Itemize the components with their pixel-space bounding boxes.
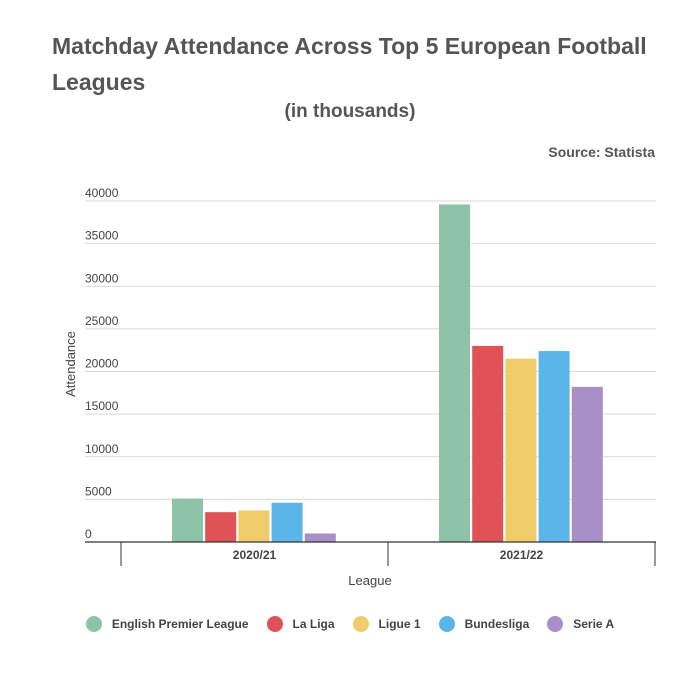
bar-serie-a-0 (304, 533, 336, 542)
chart-subtitle: (in thousands) (284, 101, 416, 122)
x-tick-label: 2021/22 (500, 548, 544, 562)
legend-swatch (85, 616, 102, 632)
bar-bundesliga-1 (538, 351, 570, 542)
y-tick-label: 20000 (85, 357, 119, 371)
bar-chart: 0 5000 10000 15000 20000 25000 30000 35000 40000… (63, 186, 656, 588)
source-note: Source: Statista (548, 144, 655, 160)
bar-la-liga-0 (205, 512, 237, 542)
legend-swatch (547, 616, 564, 632)
legend-item: Ligue 1 (352, 616, 421, 632)
y-tick-label: 25000 (85, 314, 119, 328)
y-axis-ticks: 0 5000 10000 15000 20000 25000 30000 35000 40000 (85, 186, 119, 541)
x-tick-label: 2020/21 (233, 548, 277, 562)
bar-la-liga-1 (472, 345, 504, 542)
legend-item: Serie A (547, 616, 614, 632)
y-tick-label: 30000 (85, 271, 119, 285)
y-tick-label: 35000 (85, 229, 119, 243)
legend-swatch (266, 616, 283, 632)
chart-title: Matchday Attendance Across Top 5 Europea… (52, 33, 647, 95)
bars (172, 204, 603, 542)
y-axis-label: Attendance (63, 331, 78, 397)
legend: English Premier League La Liga Ligue 1 Bund… (0, 616, 700, 632)
bar-bundesliga-0 (271, 502, 303, 542)
y-tick-label: 15000 (85, 399, 119, 413)
legend-label: Bundesliga (464, 617, 530, 631)
bar-english-premier-league-1 (439, 204, 470, 542)
bar-serie-a-1 (571, 386, 603, 542)
y-tick-label: 0 (85, 527, 92, 541)
legend-item: English Premier League (85, 616, 249, 632)
legend-item: La Liga (266, 616, 335, 632)
legend-label: English Premier League (111, 617, 249, 631)
y-tick-label: 10000 (85, 442, 119, 456)
y-tick-label: 5000 (85, 484, 112, 498)
bar-ligue-1-0 (238, 510, 270, 542)
legend-label: Serie A (573, 617, 615, 631)
x-axis-ticks: 2020/21 2021/22 (233, 548, 544, 562)
y-tick-label: 40000 (85, 186, 119, 200)
bar-ligue-1-1 (505, 358, 537, 542)
legend-item: Bundesliga (438, 616, 530, 632)
legend-swatch (352, 616, 369, 632)
legend-label: Ligue 1 (378, 617, 421, 631)
legend-label: La Liga (292, 617, 335, 631)
x-axis-label: League (348, 573, 391, 588)
legend-swatch (438, 616, 455, 632)
gridlines (85, 200, 656, 500)
bar-english-premier-league-0 (172, 498, 203, 542)
